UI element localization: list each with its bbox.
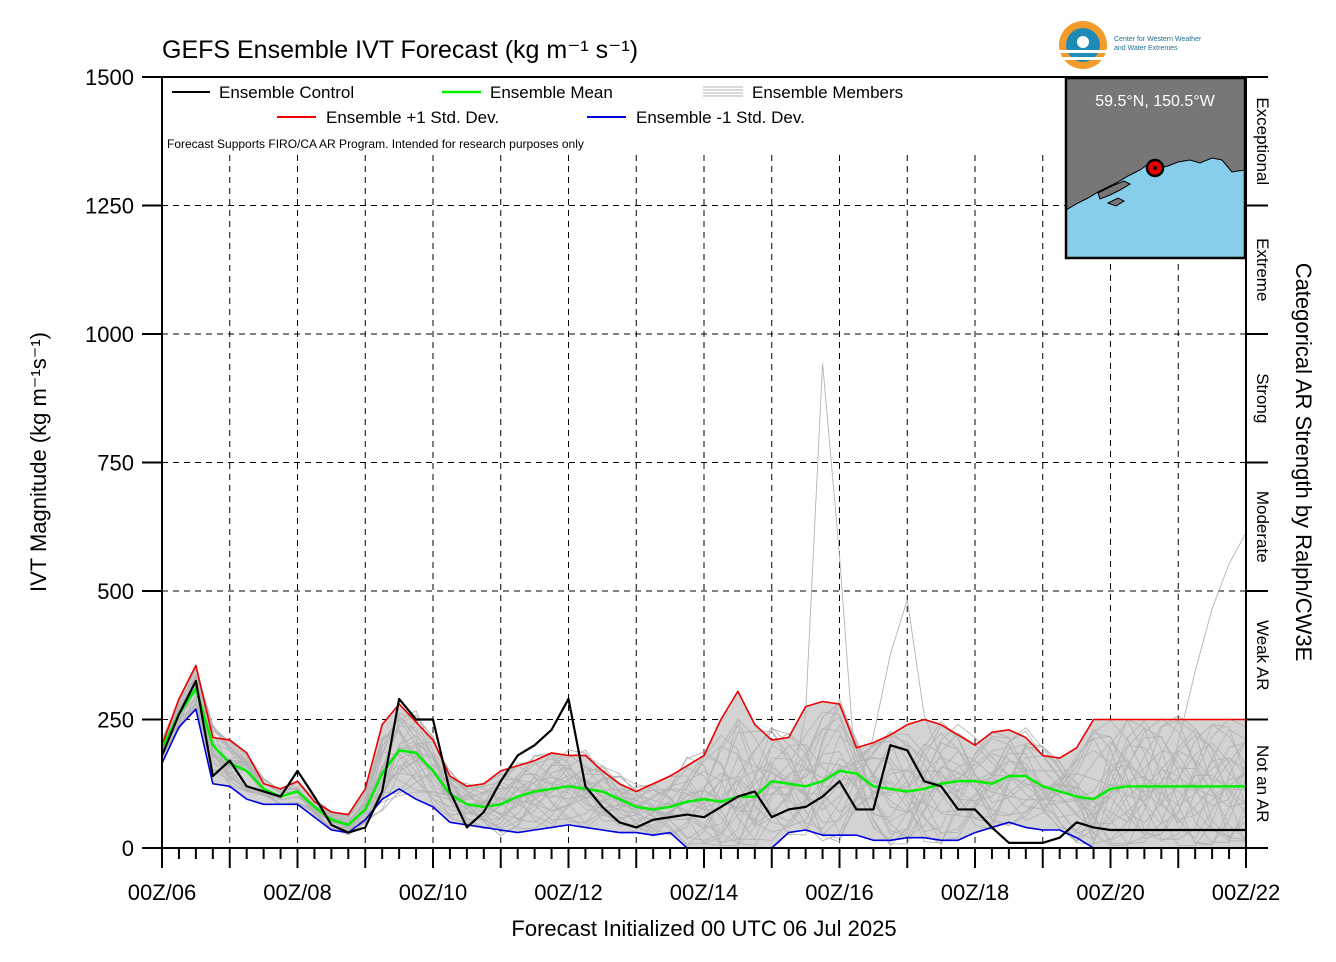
x-tick-label: 00Z/14 — [670, 880, 739, 905]
y-tick-label: 0 — [122, 836, 134, 861]
logo-wave-1 — [1059, 50, 1107, 53]
legend-label-mean: Ensemble Mean — [490, 83, 613, 102]
x-axis-label: Forecast Initialized 00 UTC 06 Jul 2025 — [511, 916, 896, 941]
y-tick-label: 750 — [97, 451, 134, 476]
ar-category-label: Extreme — [1253, 238, 1272, 301]
research-note: Forecast Supports FIRO/CA AR Program. In… — [167, 137, 584, 151]
y-tick-label: 250 — [97, 708, 134, 733]
member-line — [162, 684, 1246, 842]
cw3e-logo: Center for Western Weather and Water Ext… — [1059, 21, 1202, 69]
x-tick-label: 00Z/08 — [263, 880, 332, 905]
main-series — [162, 664, 1246, 848]
plus-std-line — [162, 664, 1246, 816]
legend-label-members: Ensemble Members — [752, 83, 903, 102]
x-tick-label: 00Z/12 — [534, 880, 603, 905]
control-line — [162, 679, 1246, 844]
x-tick-label: 00Z/22 — [1212, 880, 1281, 905]
map-island — [1106, 197, 1126, 207]
y-axis-label: IVT Magnitude (kg m⁻¹s⁻¹) — [26, 332, 51, 592]
mean-line — [162, 687, 1246, 827]
y-tick-label: 500 — [97, 579, 134, 604]
legend-label-control: Ensemble Control — [219, 83, 354, 102]
x-tick-label: 00Z/06 — [128, 880, 197, 905]
x-tick-label: 00Z/20 — [1076, 880, 1145, 905]
x-tick-label: 00Z/10 — [399, 880, 468, 905]
ar-category-label: Strong — [1253, 373, 1272, 423]
legend-label-plus: Ensemble +1 Std. Dev. — [326, 108, 499, 127]
logo-text-line1: Center for Western Weather — [1114, 36, 1202, 43]
y-tick-label: 1250 — [85, 194, 134, 219]
y-tick-label: 1000 — [85, 322, 134, 347]
right-axis-label: Categorical AR Strength by Ralph/CW3E — [1291, 263, 1316, 662]
location-label: 59.5°N, 150.5°W — [1095, 93, 1215, 110]
member-line — [162, 688, 1246, 840]
legend-swatch-members — [703, 86, 743, 97]
logo-drop — [1077, 36, 1089, 48]
legend-label-minus: Ensemble -1 Std. Dev. — [636, 108, 805, 127]
chart-title: GEFS Ensemble IVT Forecast (kg m⁻¹ s⁻¹) — [162, 36, 638, 64]
ar-category-axis: Not an AR Weak AR Moderate Strong Extreme Exc… — [1246, 76, 1272, 849]
legend: Ensemble Control Ensemble Mean Ensemble … — [167, 83, 903, 151]
logo-wave-2 — [1059, 57, 1107, 60]
x-axis: 00Z/06 00Z/08 00Z/10 00Z/12 00Z/14 00Z/16 00Z/… — [128, 848, 1281, 905]
map-peninsula — [1097, 180, 1132, 200]
y-axis: 0 250 500 750 1000 1250 1500 — [85, 65, 162, 861]
location-map: 59.5°N, 150.5°W — [1064, 76, 1247, 260]
member-line — [162, 700, 1246, 840]
member-line — [162, 681, 1246, 844]
ar-category-label: Weak AR — [1253, 620, 1272, 691]
x-tick-label: 00Z/16 — [805, 880, 874, 905]
x-tick-label: 00Z/18 — [941, 880, 1010, 905]
location-marker-center — [1153, 166, 1157, 170]
ar-category-label: Exceptional — [1253, 97, 1272, 185]
y-tick-label: 1500 — [85, 65, 134, 90]
member-line — [162, 695, 1246, 846]
ar-category-label: Not an AR — [1253, 745, 1272, 823]
ar-category-label: Moderate — [1253, 491, 1272, 563]
map-border — [1064, 76, 1247, 260]
logo-text-line2: and Water Extremes — [1114, 45, 1178, 52]
